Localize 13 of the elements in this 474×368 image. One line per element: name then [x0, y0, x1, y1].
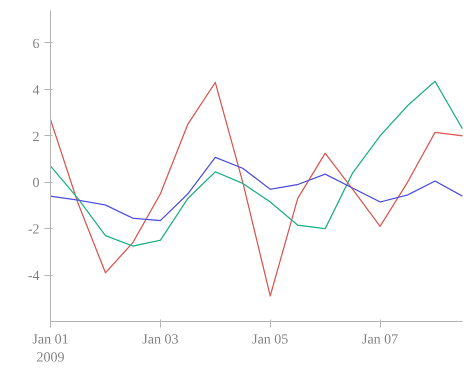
y-tick-label: 4 — [32, 83, 40, 98]
line-series — [50, 82, 462, 297]
y-tick-label: -2 — [28, 222, 40, 238]
y-tick-label: 6 — [32, 36, 40, 52]
x-tick-label: Jan 03 — [142, 332, 178, 348]
y-tick-label: 2 — [32, 130, 40, 145]
y-tick-label: 0 — [32, 176, 40, 192]
x-tick-label: Jan 07 — [362, 332, 398, 348]
x-tick-label: Jan 05 — [252, 332, 288, 348]
line-series — [50, 80, 462, 247]
x-tick-label: Jan 01 2009 — [32, 332, 69, 366]
y-tick-label: -4 — [28, 269, 40, 284]
line-series — [50, 156, 462, 222]
